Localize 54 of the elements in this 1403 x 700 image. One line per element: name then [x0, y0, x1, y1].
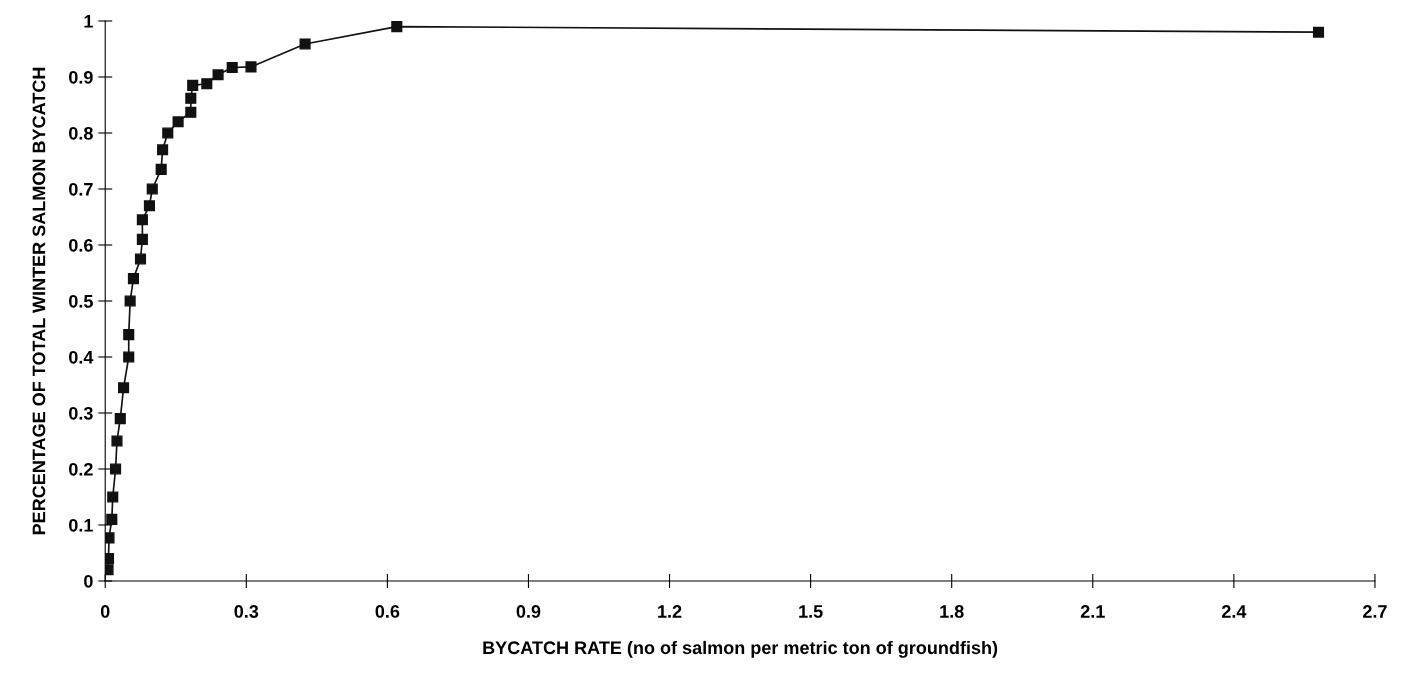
point: [226, 61, 238, 74]
x-tick-label: 0.3: [234, 605, 259, 618]
point: [185, 106, 197, 118]
point: [136, 214, 148, 226]
y-tick-label: 0.5: [69, 294, 93, 308]
x-tick-label: 2.1: [1080, 605, 1105, 618]
x-tick-label: 1.8: [940, 605, 964, 618]
y-tick-label: 0.6: [69, 238, 93, 252]
point: [105, 553, 115, 565]
x-tick-label: 0.9: [516, 605, 541, 618]
point: [106, 513, 118, 525]
point: [134, 253, 147, 265]
x-tick-label: 0: [100, 605, 110, 618]
y-tick-label: 0.4: [69, 350, 94, 364]
y-tick-label: 0.2: [69, 462, 93, 476]
point: [118, 382, 130, 394]
point: [185, 92, 197, 104]
point: [114, 413, 126, 425]
y-tick-label: 0.3: [69, 406, 93, 420]
y-tick-label: 0.7: [69, 182, 93, 196]
point: [299, 38, 311, 50]
point: [110, 463, 122, 475]
point: [155, 163, 167, 175]
x-tick-label: 1.2: [658, 605, 682, 618]
point: [124, 295, 136, 307]
point: [136, 233, 148, 245]
point: [187, 79, 199, 91]
point: [201, 78, 213, 90]
x-axis-title: BYCATCH RATE (no of salmon per metric ton of groundfish): [483, 640, 998, 658]
x-tick-label: 1.5: [799, 605, 823, 618]
point: [162, 127, 174, 139]
x-tick-label: 0.6: [375, 605, 400, 618]
y-tick-label: 0.1: [69, 518, 93, 532]
x-tick-label: 2.4: [1221, 605, 1247, 618]
point: [245, 61, 257, 73]
y-axis-title: PERCENTAGE OF TOTAL WINTER SALMON BYCATCH: [32, 67, 46, 535]
point: [157, 144, 169, 156]
point: [391, 21, 403, 33]
point: [107, 491, 119, 503]
point: [146, 183, 158, 195]
point: [143, 200, 155, 212]
point: [105, 532, 115, 544]
y-tick-label: 0.8: [69, 126, 93, 140]
y-tick-label: 0.9: [69, 70, 93, 84]
point: [1312, 26, 1325, 38]
point: [123, 329, 135, 341]
point: [123, 351, 135, 363]
point: [111, 435, 123, 447]
point: [127, 273, 139, 285]
y-tick-label: 0: [84, 574, 93, 588]
point: [212, 69, 224, 81]
point: [172, 116, 184, 128]
y-tick-label: 1: [84, 15, 93, 28]
x-tick-label: 2.7: [1363, 605, 1387, 618]
